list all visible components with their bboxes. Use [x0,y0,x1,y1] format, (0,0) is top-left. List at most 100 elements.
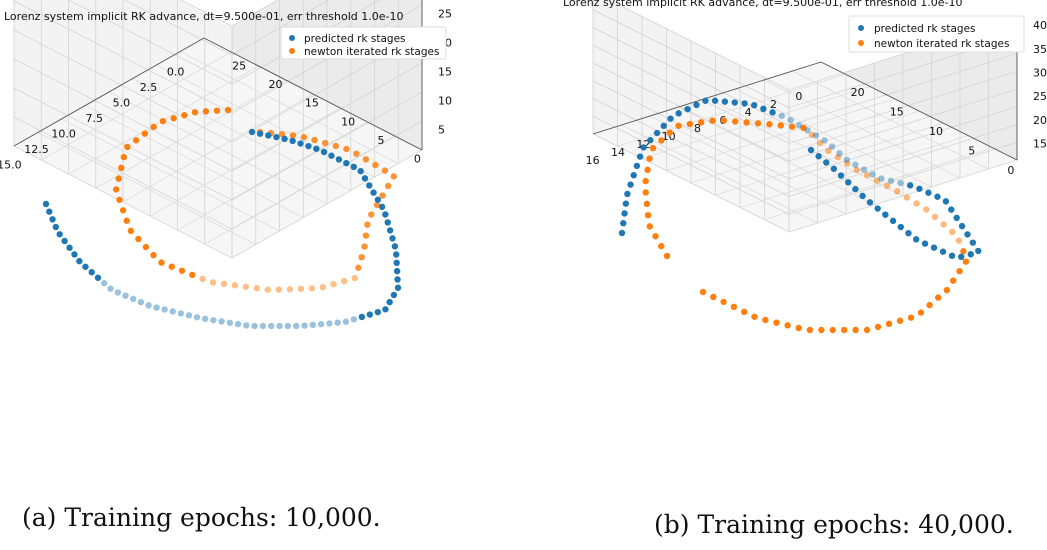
newton-point [874,323,882,331]
predicted-point [843,156,850,164]
plot-a-grid-line [13,29,233,143]
newton-point [740,308,748,316]
predicted-point [201,315,209,323]
predicted-point [335,156,343,163]
newton-point [853,166,861,174]
predicted-point [627,181,634,188]
newton-point [751,313,758,320]
newton-point [840,326,848,334]
predicted-point [787,116,794,124]
plot-b-vertical-tick-label: 35 [1033,43,1047,56]
predicted-point [49,216,56,223]
predicted-point [281,135,288,143]
newton-point [343,145,350,153]
predicted-point [301,322,308,329]
predicted-point [887,177,895,185]
predicted-point [660,122,667,130]
predicted-point [667,115,674,122]
newton-point [127,227,135,235]
newton-point [330,280,337,288]
plot-a-left-ticks: 15.012.510.0 7.5 5.0 2.5 0.0 [0,66,184,172]
newton-point [264,286,271,293]
plot-a-left-tick-label: 5.0 [113,97,131,110]
plot-a: Lorenz system implicit RK advance, dt=9.… [0,0,452,330]
newton-point [209,279,217,286]
predicted-point [815,153,822,160]
newton-point [863,172,871,179]
newton-point [202,108,210,115]
predicted-point [653,129,661,137]
predicted-point [76,257,83,265]
newton-point [709,117,716,124]
predicted-point [357,167,364,175]
predicted-point [320,148,328,156]
plot-a-left-tick-label: 0.0 [167,66,185,79]
plot-b-grid-line [666,98,895,172]
predicted-point [342,318,350,325]
newton-point [732,118,739,125]
predicted-point [101,280,108,287]
newton-point [116,196,123,204]
newton-point [710,293,717,301]
predicted-point [852,161,859,168]
newton-point [766,121,773,128]
predicted-point [731,99,738,106]
newton-point [358,253,365,261]
newton-point [788,123,796,130]
plot-b-left-tick-label: 8 [694,122,701,135]
plot-a-axis-left [13,37,205,147]
newton-point [646,223,653,230]
newton-point [189,271,196,279]
newton-point [923,206,930,213]
plot-a-right-tick-label: 10 [341,115,355,128]
newton-point [675,122,682,129]
newton-point [730,303,738,311]
predicted-point [930,244,938,251]
newton-point [289,132,297,139]
plot-b-vertical-ticks: 40 35 30 25 20 15 [1033,19,1047,150]
plot-a-right-tick-label: 0 [414,153,421,166]
predicted-point [382,306,389,313]
predicted-point [897,179,904,187]
panel-b: Lorenz system implicit RK advance, dt=9.… [527,0,1047,550]
newton-point [816,139,824,147]
predicted-point [942,198,950,205]
predicted-point [382,211,389,218]
predicted-point [394,284,402,291]
plot-b-legend: predicted rk stages newton iterated rk s… [848,15,1025,53]
predicted-point [874,205,881,212]
plot-a-right-ticks: 0 5 10 15 20 25 [232,59,421,165]
predicted-point [869,171,876,178]
predicted-point [137,298,145,306]
newton-point [720,298,727,306]
plot-a-grid-line [67,0,233,85]
newton-point [132,137,140,144]
newton-point [340,277,348,285]
plot-a-grid [13,0,423,259]
predicted-point [82,263,89,270]
newton-point [896,317,904,324]
predicted-point [366,311,374,318]
panel-a: Lorenz system implicit RK advance, dt=9.… [0,0,520,550]
newton-point [863,326,871,334]
newton-point [150,251,157,259]
predicted-point [828,143,836,150]
predicted-point [210,316,217,324]
newton-point [213,107,221,114]
predicted-point [284,322,292,330]
predicted-point [821,137,828,144]
predicted-point [636,153,644,160]
newton-point [926,301,933,309]
plot-a-grid-line [95,79,286,189]
predicted-point [647,137,654,144]
plot-b-left-tick-label: 2 [770,98,777,111]
newton-point [224,106,232,114]
predicted-point [969,239,977,246]
newton-point [943,286,951,294]
predicted-point [778,112,785,120]
predicted-point [374,308,382,316]
plot-a-grid-line [180,51,399,164]
newton-point [903,194,911,201]
predicted-point [265,132,272,139]
plot-b-grid-line [608,0,790,91]
